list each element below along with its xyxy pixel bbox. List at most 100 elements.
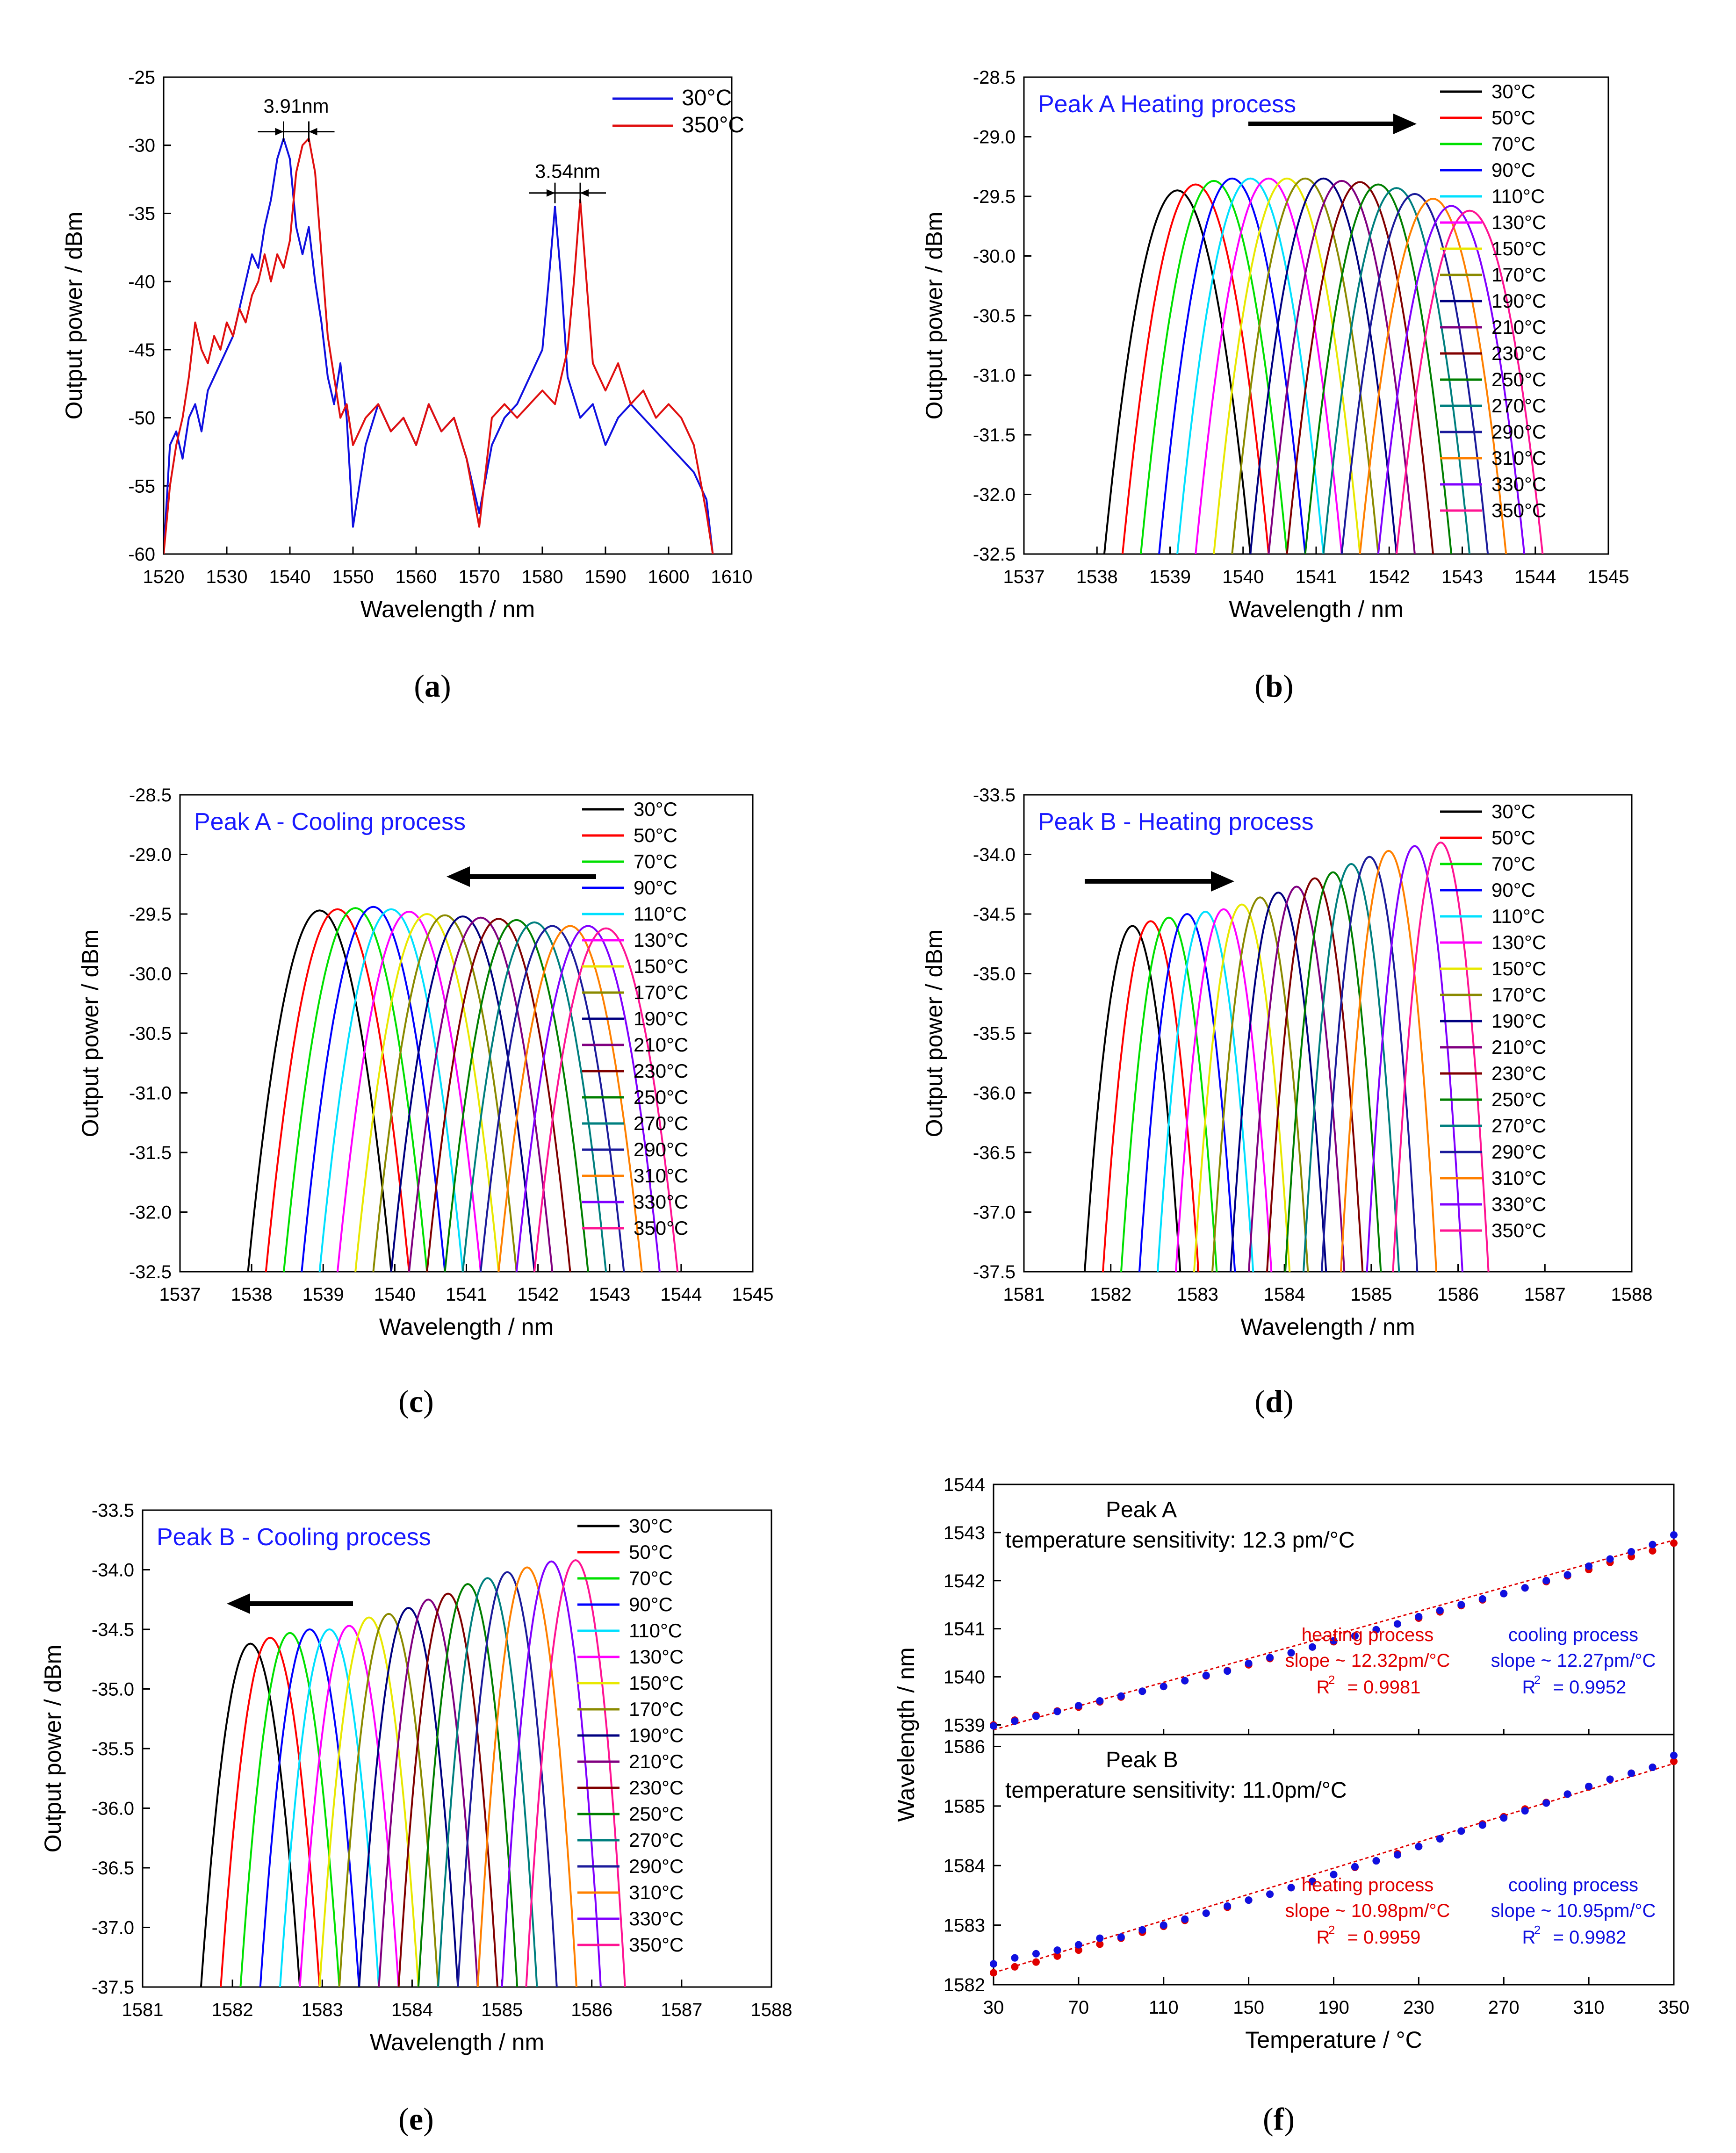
cooling-point	[1266, 1654, 1274, 1662]
series-line-190c	[358, 1607, 459, 1987]
legend-label: 330°C	[1491, 1193, 1546, 1215]
heating-fit-r2-exponent: 2	[1328, 1673, 1335, 1687]
legend-label: 310°C	[629, 1881, 684, 1903]
series-line-310c	[1359, 198, 1507, 554]
x-tick-label: 1541	[446, 1284, 487, 1305]
subplot-title: Peak B	[1106, 1748, 1178, 1772]
series-line-230c	[397, 1592, 498, 1987]
series-group	[164, 137, 714, 554]
legend-label: 150°C	[1491, 238, 1546, 259]
panel-caption: (a)	[414, 668, 451, 704]
series-line-250c	[444, 919, 589, 1272]
x-tick-label: 1583	[302, 2000, 343, 2020]
cooling-point	[1670, 1751, 1678, 1759]
measure-arrowhead	[547, 189, 555, 197]
caption-paren: )	[423, 2101, 434, 2137]
cooling-point	[1309, 1878, 1317, 1886]
y-tick-label: -29.5	[973, 187, 1016, 207]
legend-label: 30°C	[634, 798, 677, 820]
y-tick-label: -28.5	[973, 67, 1016, 88]
y-tick-label: 1544	[944, 1475, 985, 1495]
series-line-210c	[378, 1599, 479, 1987]
y-tick-label: 1585	[944, 1796, 985, 1817]
cooling-point	[1372, 1626, 1380, 1634]
series-line-230c	[1266, 877, 1364, 1272]
cooling-point	[1393, 1851, 1401, 1859]
x-tick-label: 1537	[159, 1284, 201, 1305]
series-line-50c	[1121, 183, 1270, 554]
series-line-290c	[1321, 856, 1419, 1272]
series-line-330c	[1366, 845, 1463, 1272]
x-axis-label: Wavelength / nm	[1229, 596, 1403, 622]
cooling-point	[1011, 1954, 1019, 1962]
legend-label: 90°C	[1491, 159, 1535, 181]
y-tick-label: -36.0	[92, 1799, 134, 1819]
x-tick-label: 1588	[1611, 1284, 1653, 1305]
y-tick-label: -36.5	[973, 1143, 1016, 1163]
series-line-290c	[480, 925, 625, 1272]
direction-arrowhead	[227, 1593, 250, 1614]
x-tick-label: 1543	[589, 1284, 630, 1305]
x-tick-label: 1585	[1350, 1284, 1392, 1305]
legend-label: 70°C	[629, 1567, 673, 1589]
x-tick-label: 270	[1488, 1997, 1520, 2018]
cooling-point	[1457, 1827, 1465, 1835]
series-line-70c	[1140, 180, 1288, 554]
x-tick-label: 1538	[1076, 567, 1118, 587]
series-line-190c	[1230, 892, 1327, 1272]
series-line-350c	[1395, 209, 1544, 554]
y-tick-label: -32.5	[129, 1262, 172, 1282]
x-tick-label: 1570	[459, 567, 500, 587]
series-line-50c	[265, 908, 410, 1272]
y-tick-label: 1542	[944, 1571, 985, 1591]
series-line-250c	[1304, 183, 1453, 554]
legend-label: 90°C	[1491, 879, 1535, 901]
annotation-label: 3.91nm	[263, 95, 329, 117]
cooling-point	[1224, 1667, 1232, 1675]
x-tick-label: 1540	[374, 1284, 416, 1305]
series-line-90c	[301, 906, 446, 1272]
series-line-210c	[1268, 180, 1416, 554]
y-tick-label: -34.5	[973, 904, 1016, 925]
cooling-point	[990, 1722, 997, 1730]
series-line-350c	[525, 1559, 626, 1987]
y-tick-label: -29.5	[129, 904, 172, 925]
legend-label: 90°C	[629, 1593, 673, 1615]
legend-label: 230°C	[1491, 1062, 1546, 1084]
series-line-250c	[1284, 871, 1382, 1272]
measure-arrowhead	[580, 189, 589, 197]
y-tick-label: 1582	[944, 1975, 985, 1995]
series-line-90c	[1158, 177, 1306, 554]
y-tick-label: -32.0	[973, 485, 1016, 505]
cooling-point	[1500, 1590, 1508, 1598]
series-line-30c	[164, 137, 714, 554]
y-tick-label: 1540	[944, 1667, 985, 1688]
series-line-330c	[501, 1560, 602, 1987]
cooling-point	[1563, 1790, 1571, 1798]
legend-label: 270°C	[1491, 1115, 1546, 1137]
legend-label: 130°C	[634, 929, 688, 951]
y-tick-label: -34.0	[973, 845, 1016, 865]
legend-label: 330°C	[1491, 473, 1546, 495]
heating-point	[1649, 1547, 1657, 1555]
cooling-point	[1330, 1871, 1338, 1879]
series-line-130c	[1195, 177, 1343, 554]
heating-fit-label: heating process	[1302, 1625, 1433, 1645]
x-axis-label: Temperature / °C	[1245, 2027, 1422, 2053]
legend-label: 350°C	[682, 113, 744, 137]
series-line-170c	[372, 914, 518, 1272]
direction-arrowhead	[447, 866, 470, 887]
y-tick-label: -45	[128, 340, 155, 360]
series-line-350c	[1392, 841, 1490, 1272]
panel-d: 1581 1582 1583 1584 1585 1586 1587 1588 -33.5 -34…	[921, 785, 1652, 1419]
series-line-250c	[417, 1583, 519, 1987]
cooling-point	[1628, 1769, 1635, 1777]
legend-label: 350°C	[634, 1217, 688, 1239]
caption-paren: (	[1254, 668, 1265, 704]
heating-fit-r2-symbol: R	[1317, 1927, 1330, 1948]
series-line-110c	[279, 1628, 380, 1987]
cooling-point	[1032, 1950, 1040, 1958]
legend-label: 30°C	[629, 1515, 673, 1537]
caption-letter: e	[409, 2101, 423, 2137]
y-tick-label: -30.5	[129, 1023, 172, 1044]
